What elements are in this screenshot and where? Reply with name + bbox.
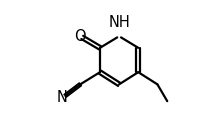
Text: NH: NH bbox=[108, 15, 130, 30]
Text: O: O bbox=[74, 29, 86, 44]
Text: N: N bbox=[57, 90, 68, 105]
